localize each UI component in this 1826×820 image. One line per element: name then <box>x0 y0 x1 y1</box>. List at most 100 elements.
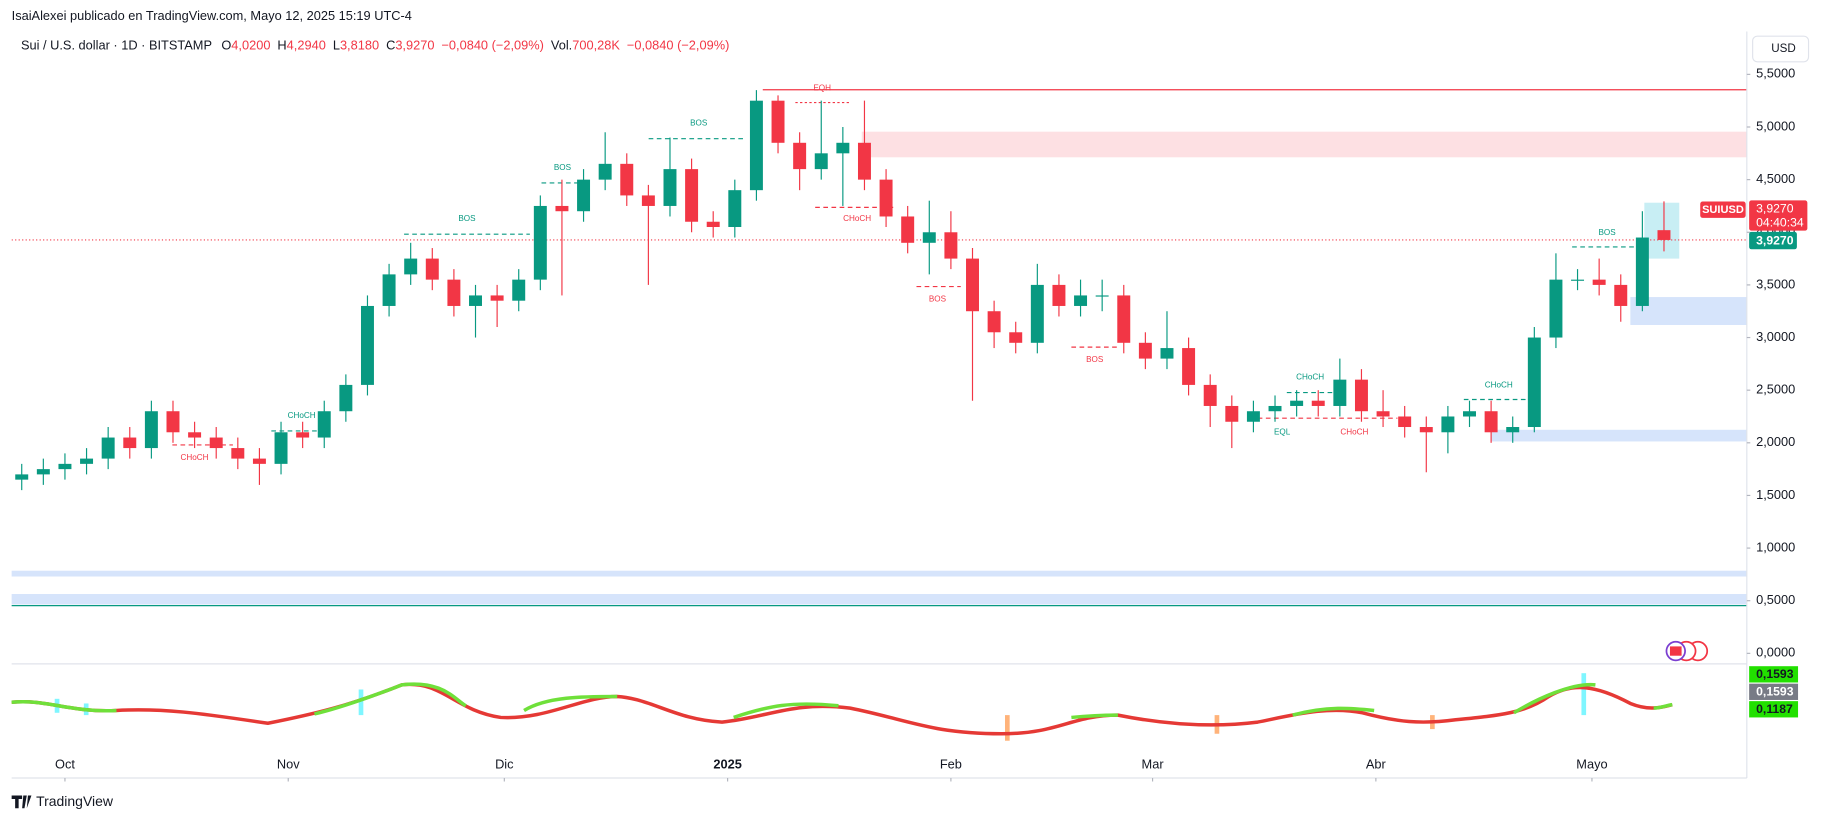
candle-body <box>1398 416 1412 428</box>
candle-body <box>1463 411 1476 417</box>
candle-body <box>1354 379 1368 412</box>
candle-body <box>360 305 374 385</box>
candle-body <box>188 432 202 438</box>
osc-bar <box>1004 715 1010 741</box>
candle-body <box>1225 405 1239 422</box>
candle-body <box>382 274 396 306</box>
candle-body <box>252 458 266 464</box>
candle-body <box>144 411 158 449</box>
candle-body <box>1376 411 1390 417</box>
price-tag <box>1749 200 1808 231</box>
y-axis: 0,0000 0,5000 1,0000 1,5000 2,0000 2,5000 3,00… <box>1746 66 1795 660</box>
candle-body <box>231 448 245 459</box>
x-tick-label: Mar <box>1142 757 1165 772</box>
y-tick-label: 2,0000 <box>1756 434 1795 449</box>
candle-body <box>598 163 612 180</box>
candle-body <box>512 279 526 301</box>
candle-body <box>771 100 785 143</box>
candle-body <box>1009 332 1023 343</box>
structure-label: BOS <box>929 295 947 304</box>
osc-tag-label: 0,1187 <box>1756 702 1793 716</box>
structure-label: CHoCH <box>180 453 208 462</box>
osc-bar <box>358 689 364 716</box>
structure-label: BOS <box>1086 355 1104 364</box>
candle-body <box>1246 411 1260 422</box>
legend-value: 3,8180 <box>340 38 379 53</box>
price-tag-label: 3,9270 <box>1756 201 1794 215</box>
structure-label: CHoCH <box>1340 427 1368 436</box>
structure-label: BOS <box>1598 228 1616 237</box>
candle-body <box>1419 427 1433 433</box>
zones <box>11 89 1747 607</box>
legend-value: 4,2940 <box>287 38 326 53</box>
legend: Sui / U.S. dollar · 1D · BITSTAMP O4,0200… <box>21 38 729 53</box>
currency[interactable]: USD <box>1771 42 1796 55</box>
candle-body <box>36 469 50 475</box>
countdown: 04:40:34 <box>1756 215 1804 229</box>
structure-label: EQL <box>1274 427 1291 436</box>
structure-label: BOS <box>458 214 476 223</box>
currency-button[interactable] <box>1752 35 1810 63</box>
y-tick-label: 0,0000 <box>1756 645 1795 660</box>
x-tick-label: Abr <box>1366 757 1387 772</box>
structure-label: CHoCH <box>1485 381 1513 390</box>
logo <box>11 795 32 809</box>
candle-body <box>706 221 720 228</box>
osc-tag-label: 0,1593 <box>1756 685 1794 699</box>
candle-body <box>620 163 634 196</box>
candle-body <box>1030 284 1044 343</box>
candle-body <box>1527 337 1541 428</box>
flag <box>1669 646 1682 656</box>
y-tick-label: 5,5000 <box>1756 66 1795 81</box>
legend-key: H <box>277 38 286 53</box>
candle-body <box>1117 295 1131 343</box>
legend-key: O <box>221 38 231 53</box>
candle-body <box>15 474 29 480</box>
candle-body <box>793 142 807 170</box>
candle-body <box>1506 427 1520 433</box>
symbol-tag-label: SUIUSD <box>1702 204 1744 216</box>
x-axis: Oct Nov Dic 2025 Feb Mar Abr Mayo <box>55 757 1608 782</box>
x-tick-label: 2025 <box>713 757 741 772</box>
y-tick-label: 3,5000 <box>1756 276 1795 291</box>
candle-body <box>641 195 655 206</box>
candle-body <box>857 142 871 180</box>
candle-body <box>922 232 936 243</box>
candle-body <box>339 384 353 412</box>
candle-body <box>1484 411 1498 433</box>
symbol-tag <box>1700 201 1746 218</box>
candle-body <box>166 411 180 433</box>
candle-body <box>1203 384 1217 406</box>
candle-body <box>944 232 958 259</box>
candle-body <box>1160 348 1174 359</box>
candle-body <box>1333 379 1347 406</box>
x-tick-label: Oct <box>55 757 75 772</box>
osc-line <box>11 682 1673 720</box>
x-tick-label: Dic <box>495 757 514 772</box>
candle-body <box>1052 284 1066 306</box>
osc-bar <box>1581 673 1587 716</box>
candle-body <box>58 463 72 470</box>
candle-body <box>1138 342 1152 359</box>
structure-label: BOS <box>690 119 708 128</box>
legend-key: L <box>333 38 340 53</box>
price-line-tag <box>1749 231 1797 250</box>
y-tick-label: 0,5000 <box>1756 592 1795 607</box>
candle-body <box>1268 405 1282 412</box>
candle-body <box>1549 279 1563 338</box>
legend-change: −0,0840 (−2,09%) <box>627 38 729 53</box>
footer-brand: TradingView <box>36 793 114 809</box>
demand-zone <box>11 570 1747 577</box>
candle-body <box>1441 416 1455 433</box>
candle-body <box>1074 295 1088 306</box>
demand-zone <box>11 593 1747 605</box>
supply-zone <box>861 131 1747 158</box>
candle-body <box>1095 295 1109 297</box>
candle-body <box>1657 230 1671 240</box>
candle-body <box>966 258 979 312</box>
legend-change: −0,0840 (−2,09%) <box>441 38 543 53</box>
y-tick-label: 1,5000 <box>1756 487 1795 502</box>
candle-body <box>577 179 591 212</box>
